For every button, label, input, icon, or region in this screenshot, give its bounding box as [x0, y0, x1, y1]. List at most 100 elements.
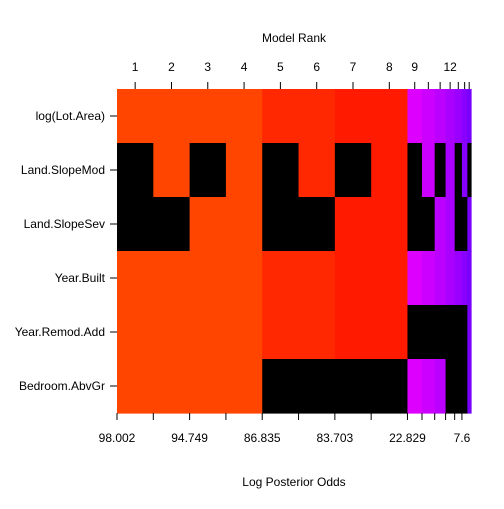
heatmap-cell [298, 197, 336, 252]
heatmap-cell [153, 143, 191, 198]
heatmap-cell [445, 89, 456, 144]
heatmap-cell [189, 359, 227, 414]
top-tick-label: 1 [132, 60, 139, 74]
heatmap-cell [434, 143, 447, 198]
bottom-axis-title: Log Posterior Odds [242, 475, 345, 489]
heatmap-cell [467, 359, 472, 414]
heatmap-cell [421, 359, 436, 414]
heatmap-cell [334, 197, 372, 252]
heatmap-cell [407, 89, 423, 144]
row-labels: log(Lot.Area) Land.SlopeMod Land.SlopeSev Y… [15, 109, 117, 393]
heatmap-cell [461, 197, 468, 252]
heatmap-cell [461, 143, 468, 198]
heatmap-cell [298, 359, 336, 414]
heatmap-cell [117, 251, 154, 306]
heatmap-cell [454, 251, 463, 306]
heatmap-cell [153, 197, 191, 252]
top-tick-label: 6 [313, 60, 320, 74]
heatmap-cell [371, 251, 409, 306]
heatmap-cell [262, 305, 300, 360]
heatmap-cell [454, 143, 463, 198]
heatmap-cell [262, 89, 300, 144]
heatmap-cell [117, 305, 154, 360]
heatmap-cell [225, 359, 263, 414]
heatmap-cell [445, 359, 456, 414]
heatmap-cell [189, 305, 227, 360]
top-tick-label: 2 [168, 60, 175, 74]
heatmap-cell [445, 143, 456, 198]
bottom-tick-label: 83.703 [316, 431, 353, 445]
heatmap-cell [225, 89, 263, 144]
heatmap-cell [117, 143, 154, 198]
bottom-tick-label: 7.6 [454, 431, 471, 445]
heatmap-cell [189, 251, 227, 306]
heatmap-cell [371, 89, 409, 144]
heatmap-cell [262, 251, 300, 306]
heatmap-cell [445, 197, 456, 252]
bottom-axis: 98.002 94.749 86.835 83.703 22.829 7.6 [99, 413, 471, 445]
bottom-tick-label: 86.835 [244, 431, 281, 445]
heatmap-cell [467, 197, 472, 252]
bottom-tick-label: 94.749 [171, 431, 208, 445]
top-tick-label: 9 [411, 60, 418, 74]
heatmap-cell [153, 305, 191, 360]
heatmap-cell [262, 359, 300, 414]
heatmap-cell [407, 359, 423, 414]
heatmap-cell [334, 251, 372, 306]
top-tick-label: 5 [277, 60, 284, 74]
heatmap-cell [421, 251, 436, 306]
heatmap-cell [467, 305, 472, 360]
heatmap-cell [445, 251, 456, 306]
heatmap-cell [421, 143, 436, 198]
heatmap-cell [434, 197, 447, 252]
heatmap-cell [467, 251, 472, 306]
heatmap-cell [225, 143, 263, 198]
top-axis: 1 2 3 4 5 6 7 8 9 12 [132, 60, 470, 89]
top-tick-label: 3 [204, 60, 211, 74]
heatmap-cell [467, 89, 472, 144]
heatmap-cell [262, 197, 300, 252]
heatmap-cell [189, 89, 227, 144]
heatmap-cell [334, 89, 372, 144]
top-tick-label: 4 [241, 60, 248, 74]
heatmap-cell [407, 143, 423, 198]
heatmap-cell [225, 305, 263, 360]
heatmap-cell [153, 89, 191, 144]
top-tick-label: 8 [386, 60, 393, 74]
heatmap-cell [421, 89, 436, 144]
heatmap-cell [262, 143, 300, 198]
heatmap-cell [407, 305, 423, 360]
heatmap-cell [461, 359, 468, 414]
heatmap-cell [371, 305, 409, 360]
heatmap-cell [371, 359, 409, 414]
heatmap-cell [189, 143, 227, 198]
heatmap-cell [334, 143, 372, 198]
heatmap-cell [421, 305, 436, 360]
row-label: log(Lot.Area) [36, 109, 105, 123]
row-label: Year.Built [55, 271, 106, 285]
heatmap-cell [434, 359, 447, 414]
heatmap-cell [298, 251, 336, 306]
top-tick-label: 12 [443, 60, 457, 74]
heatmap-cell [225, 251, 263, 306]
heatmap-cell [189, 197, 227, 252]
top-axis-title: Model Rank [262, 31, 327, 45]
heatmap-cell [334, 359, 372, 414]
heatmap-cell [117, 197, 154, 252]
heatmap-cell [467, 143, 472, 198]
heatmap-cell [371, 143, 409, 198]
bottom-tick-label: 22.829 [389, 431, 426, 445]
bottom-tick-label: 98.002 [99, 431, 136, 445]
row-label: Bedroom.AbvGr [19, 379, 105, 393]
heatmap-cell [298, 89, 336, 144]
heatmap-cell [298, 305, 336, 360]
heatmap-cell [298, 143, 336, 198]
heatmap-cell [461, 89, 468, 144]
heatmap-cell [225, 197, 263, 252]
heatmap-cell [461, 251, 468, 306]
heatmap-cell [434, 305, 447, 360]
top-tick-label: 7 [350, 60, 357, 74]
heatmap-cell [461, 305, 468, 360]
